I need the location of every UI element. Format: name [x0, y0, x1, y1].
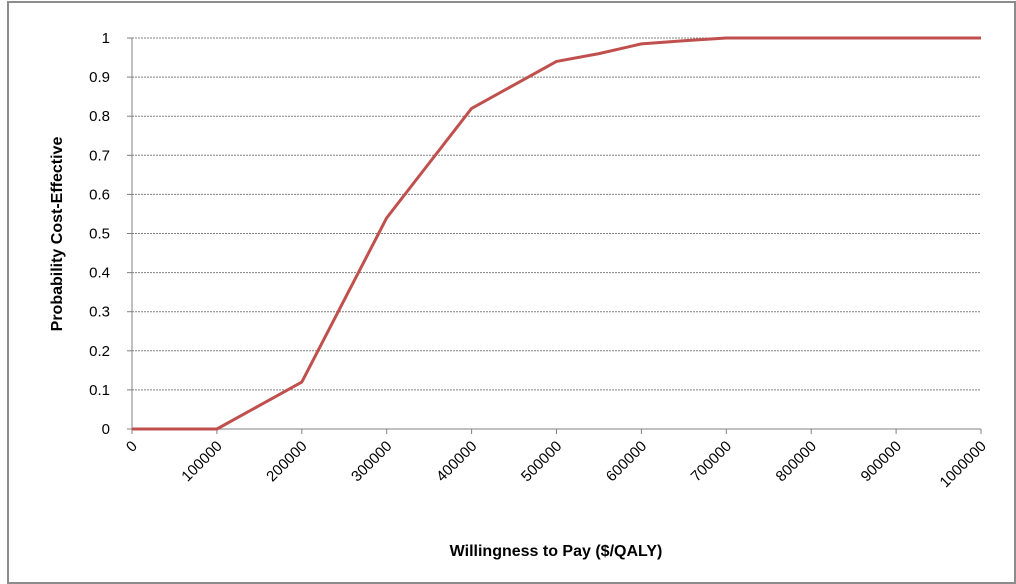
y-tick-label: 0.1: [89, 382, 110, 399]
chart-frame: [7, 1, 1016, 584]
y-tick-label: 0.4: [89, 265, 110, 282]
y-tick-label: 0.7: [89, 147, 110, 164]
y-tick-label: 0.5: [89, 226, 110, 243]
data-line: [132, 36, 981, 431]
y-axis-label: Probability Cost-Effective: [49, 137, 66, 332]
y-tick-label: 0.8: [89, 108, 110, 125]
y-tick-label: 0.3: [89, 304, 110, 321]
y-tick-label: 0: [102, 421, 110, 438]
y-tick-label: 0.9: [89, 69, 110, 86]
y-tick-label: 0.6: [89, 186, 110, 203]
y-tick-label: 0.2: [89, 343, 110, 360]
x-axis-label: Willingness to Pay ($/QALY): [450, 543, 663, 560]
y-tick-label: 1: [102, 30, 110, 47]
